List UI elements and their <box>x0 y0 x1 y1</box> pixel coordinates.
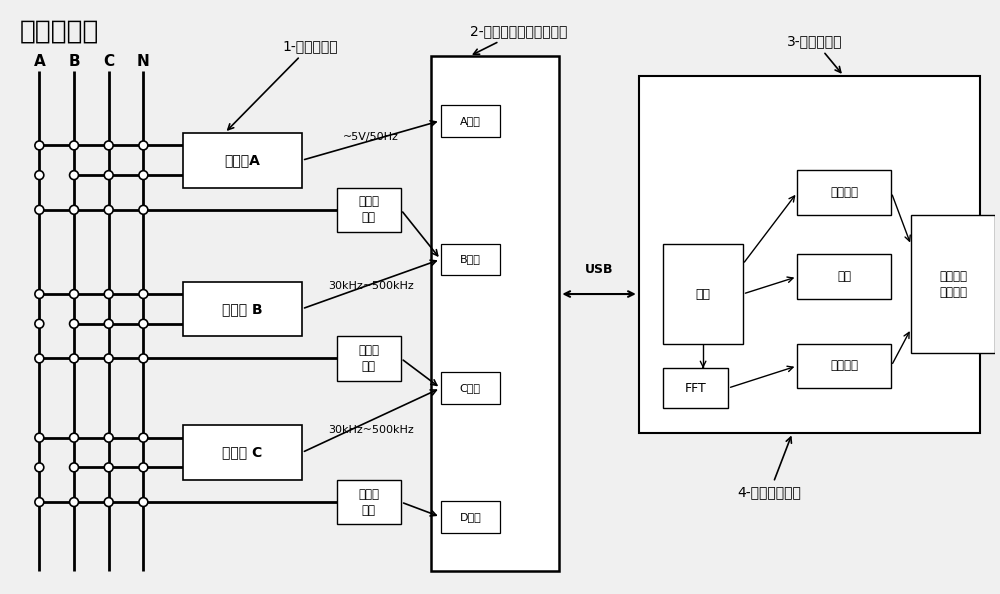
Circle shape <box>104 206 113 214</box>
Circle shape <box>70 433 78 442</box>
Bar <box>797 170 891 215</box>
Circle shape <box>139 206 148 214</box>
Text: 3-笔记本电脑: 3-笔记本电脑 <box>787 34 843 72</box>
Bar <box>797 254 891 299</box>
Circle shape <box>139 141 148 150</box>
Bar <box>183 425 302 480</box>
Text: D通道: D通道 <box>459 512 481 522</box>
Circle shape <box>139 354 148 363</box>
Text: 2-多通道高速数据采集卡: 2-多通道高速数据采集卡 <box>470 24 568 54</box>
Text: B: B <box>68 53 80 69</box>
Bar <box>441 105 500 137</box>
Bar <box>639 76 980 432</box>
Text: A通道: A通道 <box>460 116 481 126</box>
Text: 三相电力线: 三相电力线 <box>20 18 99 45</box>
Text: 频域波形: 频域波形 <box>830 359 858 372</box>
Text: 数据显示
数据存储: 数据显示 数据存储 <box>939 270 967 299</box>
Bar <box>337 336 401 381</box>
Text: 耦合器 B: 耦合器 B <box>222 302 263 316</box>
Text: A: A <box>33 53 45 69</box>
Circle shape <box>70 320 78 328</box>
Circle shape <box>139 498 148 507</box>
Circle shape <box>70 206 78 214</box>
Text: 耦合器A: 耦合器A <box>224 153 260 168</box>
Circle shape <box>139 320 148 328</box>
Text: B通道: B通道 <box>460 254 481 264</box>
Circle shape <box>35 289 44 299</box>
Bar <box>663 245 743 343</box>
Bar <box>183 282 302 336</box>
Circle shape <box>35 141 44 150</box>
Text: 工频变
压器: 工频变 压器 <box>358 344 379 373</box>
Circle shape <box>139 289 148 299</box>
Text: 4-测试分析原件: 4-测试分析原件 <box>738 437 802 499</box>
Bar <box>441 501 500 533</box>
Text: ~5V/50Hz: ~5V/50Hz <box>343 132 399 143</box>
Circle shape <box>70 498 78 507</box>
Bar <box>441 244 500 275</box>
Text: 控制: 控制 <box>837 270 851 283</box>
Circle shape <box>104 320 113 328</box>
Bar <box>431 56 559 571</box>
Circle shape <box>104 170 113 179</box>
Circle shape <box>70 463 78 472</box>
Circle shape <box>104 289 113 299</box>
Bar <box>911 215 995 353</box>
Circle shape <box>104 433 113 442</box>
Text: 工频变
压器: 工频变 压器 <box>358 488 379 517</box>
Bar <box>183 133 302 188</box>
Circle shape <box>35 354 44 363</box>
Text: FFT: FFT <box>685 381 707 394</box>
Bar <box>441 372 500 404</box>
Text: 耦合器 C: 耦合器 C <box>222 446 263 460</box>
Circle shape <box>35 320 44 328</box>
Circle shape <box>104 141 113 150</box>
Text: C通道: C通道 <box>460 383 481 393</box>
Text: USB: USB <box>585 263 613 276</box>
Bar <box>337 188 401 232</box>
Text: 时域波形: 时域波形 <box>830 186 858 199</box>
Circle shape <box>104 498 113 507</box>
Bar <box>663 368 728 408</box>
Circle shape <box>104 463 113 472</box>
Text: 数据: 数据 <box>696 287 711 301</box>
Circle shape <box>70 354 78 363</box>
Text: 工频变
压器: 工频变 压器 <box>358 195 379 225</box>
Circle shape <box>70 289 78 299</box>
Text: C: C <box>103 53 114 69</box>
Text: 30kHz~500kHz: 30kHz~500kHz <box>328 425 414 435</box>
Text: N: N <box>137 53 150 69</box>
Circle shape <box>70 141 78 150</box>
Bar <box>797 343 891 388</box>
Text: 30kHz~500kHz: 30kHz~500kHz <box>328 281 414 291</box>
Circle shape <box>35 433 44 442</box>
Circle shape <box>70 170 78 179</box>
Circle shape <box>35 206 44 214</box>
Text: 1-单相耦合器: 1-单相耦合器 <box>228 39 338 129</box>
Bar <box>337 480 401 525</box>
Circle shape <box>139 433 148 442</box>
Circle shape <box>139 170 148 179</box>
Circle shape <box>104 354 113 363</box>
Circle shape <box>139 463 148 472</box>
Circle shape <box>35 170 44 179</box>
Circle shape <box>35 463 44 472</box>
Circle shape <box>35 498 44 507</box>
